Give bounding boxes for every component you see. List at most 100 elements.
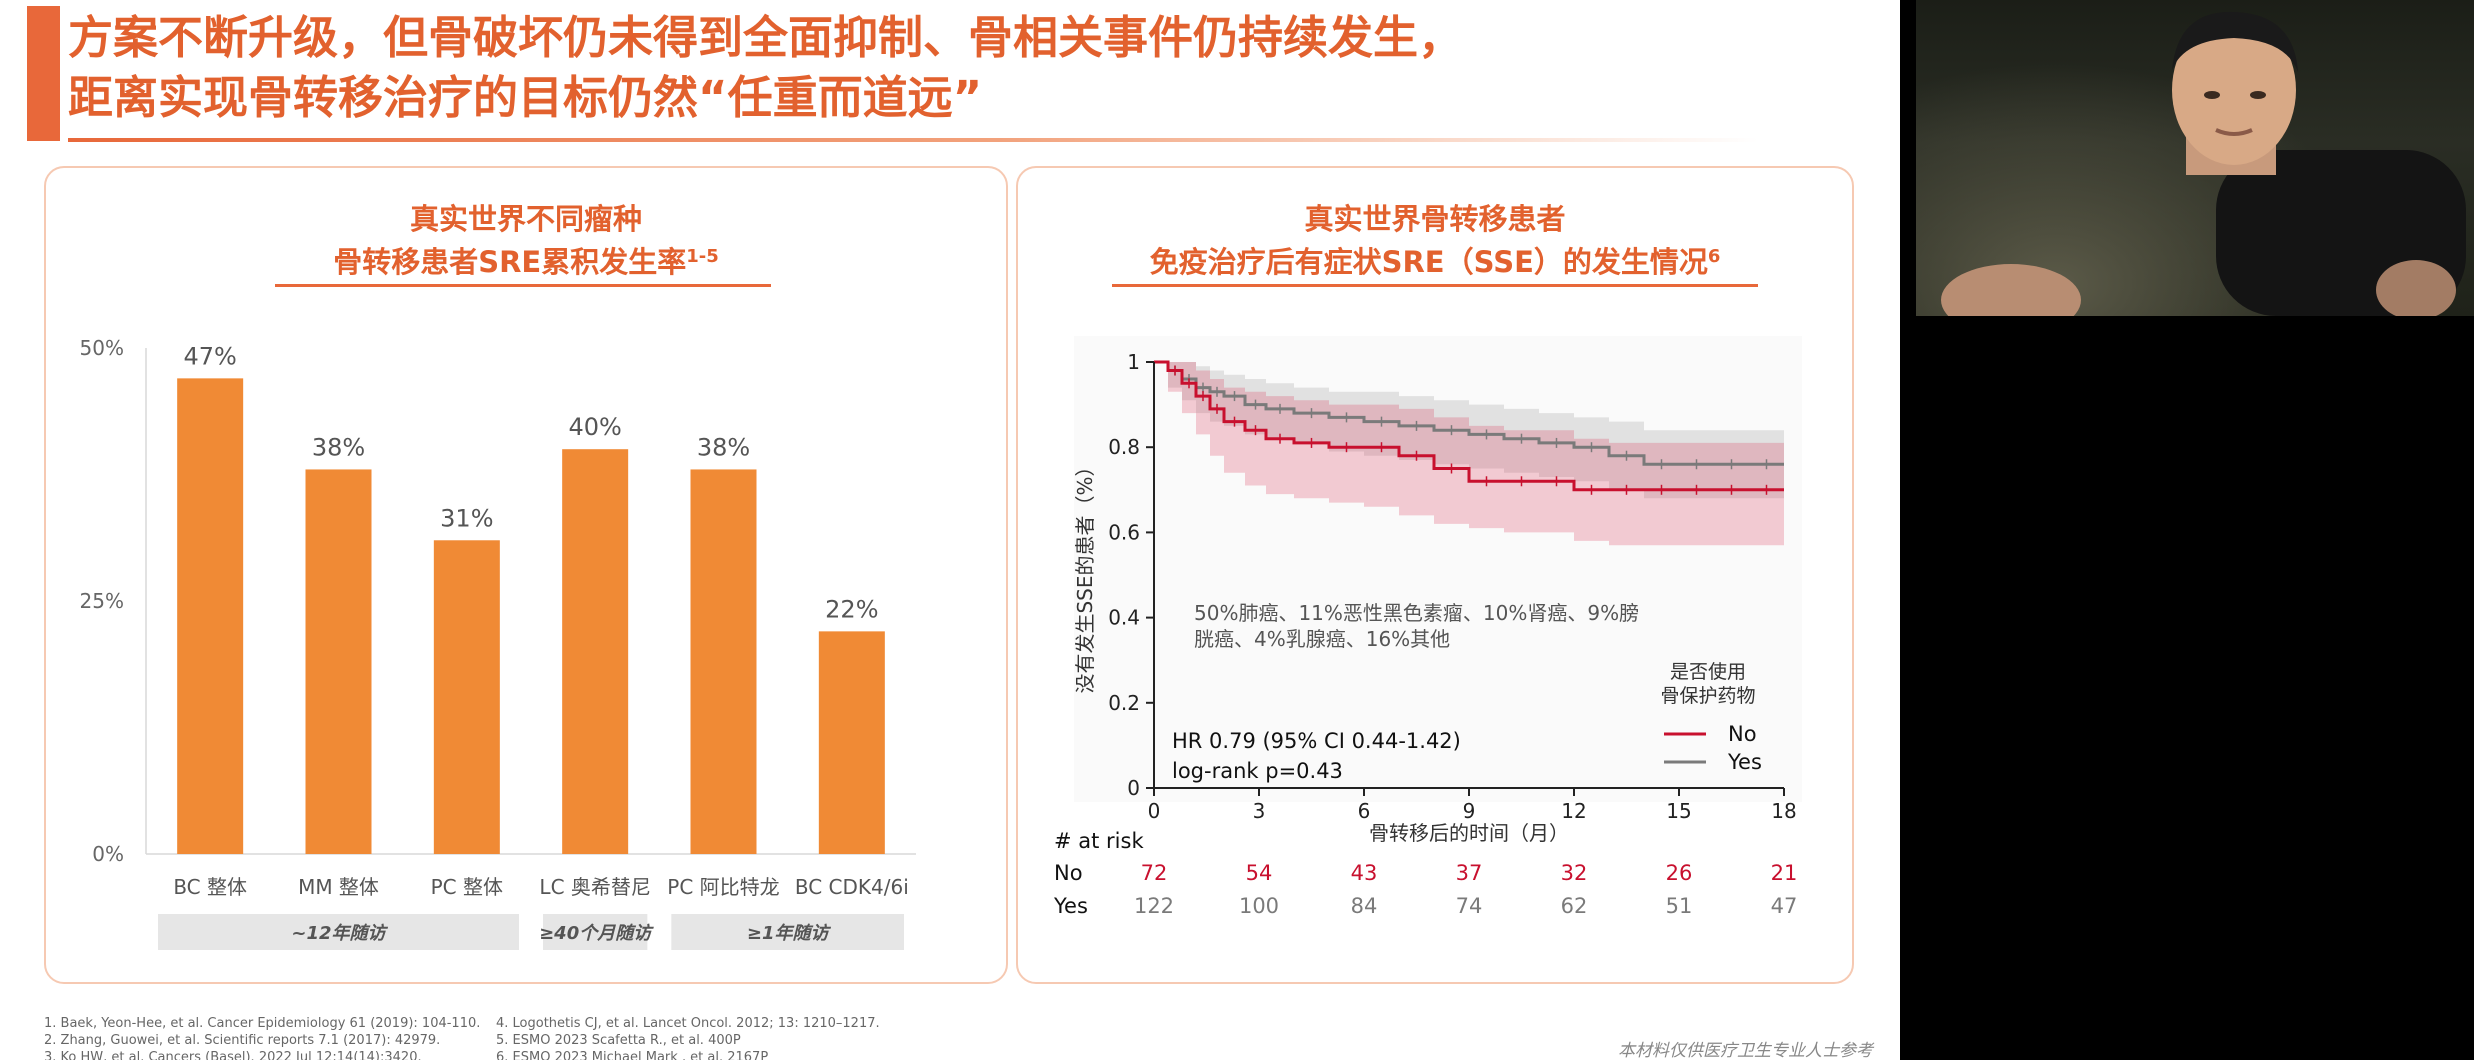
risk-table-cell: 26 (1666, 861, 1693, 885)
bar-value-label: 38% (312, 433, 365, 461)
x-tick-label: 12 (1561, 799, 1586, 823)
left-panel-title-superscript: 1-5 (686, 246, 719, 267)
y-tick-label: 0% (92, 842, 124, 866)
x-tick-label: 6 (1358, 799, 1371, 823)
risk-table-cell: 37 (1456, 861, 1483, 885)
cohort-annotation-line-2: 胱癌、4%乳腺癌、16%其他 (1194, 627, 1450, 651)
right-panel-title-rule (1112, 284, 1758, 287)
y-tick-label: 1 (1127, 350, 1140, 374)
footnote: 5. ESMO 2023 Scafetta R., et al. 400P (496, 1033, 741, 1048)
risk-table-cell: 100 (1239, 894, 1279, 918)
risk-table-cell: 51 (1666, 894, 1693, 918)
risk-table-header: # at risk (1054, 829, 1144, 853)
footnotes-right: 4. Logothetis CJ, et al. Lancet Oncol. 2… (496, 1015, 880, 1060)
bar-value-label: 38% (697, 433, 750, 461)
risk-table-cell: 43 (1351, 861, 1378, 885)
risk-table-row-label: No (1054, 861, 1083, 885)
bar (433, 540, 500, 854)
right-panel-title-line-1: 真实世界骨转移患者 (1304, 202, 1566, 236)
risk-table-cell: 62 (1561, 894, 1588, 918)
sre-bar-chart: 0% 25% 50% 47% BC 整体 38% MM 整体 31% PC 整体 40% LC 奥希… (80, 336, 916, 950)
risk-table-cell: 32 (1561, 861, 1588, 885)
presentation-slide: 方案不断升级，但骨破坏仍未得到全面抑制、骨相关事件仍持续发生， 距离实现骨转移治… (0, 0, 1900, 1060)
plot-background (1074, 336, 1802, 802)
left-panel-title-rule (275, 284, 771, 287)
x-tick-label: BC 整体 (173, 875, 247, 899)
cohort-annotation-line-1: 50%肺癌、11%恶性黑色素瘤、10%肾癌、9%膀 (1194, 601, 1639, 625)
x-tick-label: MM 整体 (298, 875, 379, 899)
footnote: 6. ESMO 2023 Michael Mark , et al. 2167P (496, 1050, 769, 1060)
x-tick-label: LC 奥希替尼 (539, 875, 650, 899)
risk-table-cell: 122 (1134, 894, 1174, 918)
bar-value-label: 47% (183, 342, 236, 370)
footnote: 4. Logothetis CJ, et al. Lancet Oncol. 2… (496, 1016, 880, 1031)
km-line-yes (1154, 360, 1784, 466)
y-tick-label: 0.2 (1108, 691, 1140, 715)
x-tick-label: 3 (1253, 799, 1266, 823)
x-tick-label: 9 (1463, 799, 1476, 823)
right-panel-title-line-2: 免疫治疗后有症状SRE（SSE）的发生情况6 (1018, 238, 1852, 281)
legend-label-no: No (1728, 722, 1757, 746)
bar (690, 469, 757, 854)
km-line-no (1154, 360, 1784, 492)
y-tick-label: 25% (80, 589, 124, 613)
slide-title-line-1: 方案不断升级，但骨破坏仍未得到全面抑制、骨相关事件仍持续发生， (68, 11, 1464, 64)
x-tick-label: 18 (1771, 799, 1796, 823)
presenter-figure (1941, 11, 2466, 316)
y-tick-label: 0 (1127, 776, 1140, 800)
bar (818, 631, 885, 854)
bar (562, 449, 629, 854)
risk-table-cell: 54 (1246, 861, 1273, 885)
legend-label-yes: Yes (1727, 750, 1762, 774)
legend-title-line-1: 是否使用 (1670, 661, 1746, 683)
followup-group-box (158, 914, 519, 950)
left-panel-title-text: 骨转移患者SRE累积发生率 (333, 245, 687, 279)
hazard-ratio-text: HR 0.79 (95% CI 0.44-1.42) (1172, 729, 1461, 753)
followup-group-label: ~12年随访 (291, 923, 388, 944)
left-panel-title-line-2: 骨转移患者SRE累积发生率1-5 (46, 238, 1006, 281)
x-tick-label: BC CDK4/6i (795, 875, 909, 899)
footnote: 3. Ko HW, et al. Cancers (Basel). 2022 J… (44, 1050, 422, 1060)
x-tick-label: 0 (1148, 799, 1161, 823)
slide-title-line-2: 距离实现骨转移治疗的目标仍然“任重而道远” (68, 71, 983, 124)
risk-table-cell: 21 (1771, 861, 1798, 885)
y-tick-label: 50% (80, 336, 124, 360)
footnote: 2. Zhang, Guowei, et al. Scientific repo… (44, 1033, 441, 1048)
risk-table-cell: 72 (1141, 861, 1168, 885)
bar-value-label: 40% (568, 413, 621, 441)
y-tick-label: 0.8 (1108, 435, 1140, 459)
legend-title-line-2: 骨保护药物 (1660, 685, 1755, 707)
risk-table-cell: 47 (1771, 894, 1798, 918)
x-tick-label: PC 整体 (431, 875, 503, 899)
footnote: 1. Baek, Yeon-Hee, et al. Cancer Epidemi… (44, 1016, 481, 1031)
right-panel-title-superscript: 6 (1707, 246, 1721, 267)
y-tick-label: 0.4 (1108, 606, 1140, 630)
title-accent-bar (27, 6, 60, 141)
followup-group-box (671, 914, 904, 950)
left-panel: 真实世界不同瘤种 骨转移患者SRE累积发生率1-5 0% 25% 50% 47% BC … (44, 166, 1008, 984)
km-survival-chart: 0 0.2 0.4 0.6 0.8 1 0 3 6 9 12 15 18 骨转移后的时间（月） 没有发生SS… (1053, 336, 1802, 918)
risk-table-cell: 84 (1351, 894, 1378, 918)
logrank-text: log-rank p=0.43 (1172, 759, 1343, 783)
risk-table-cell: 74 (1456, 894, 1483, 918)
footnotes-left: 1. Baek, Yeon-Hee, et al. Cancer Epidemi… (44, 1015, 480, 1060)
followup-group-label: ≥40个月随访 (539, 923, 654, 944)
bar (177, 378, 244, 854)
bar (305, 469, 372, 854)
x-tick-label: 15 (1666, 799, 1691, 823)
y-axis-label: 没有发生SSE的患者（%） (1073, 456, 1097, 693)
risk-table-row-label: Yes (1053, 894, 1088, 918)
x-tick-label: PC 阿比特龙 (667, 875, 779, 899)
ci-band-no (1154, 362, 1784, 546)
right-panel-title-text: 免疫治疗后有症状SRE（SSE）的发生情况 (1149, 245, 1708, 279)
bar-value-label: 31% (440, 504, 493, 532)
right-panel: 真实世界骨转移患者 免疫治疗后有症状SRE（SSE）的发生情况6 0 0.2 0.4… (1016, 166, 1854, 984)
left-panel-title-line-1: 真实世界不同瘤种 (409, 202, 642, 236)
y-tick-label: 0.6 (1108, 520, 1140, 544)
disclaimer: 本材料仅供医疗卫生专业人士参考 (1618, 1041, 1873, 1060)
title-underline (68, 138, 1758, 142)
x-axis-label: 骨转移后的时间（月） (1369, 821, 1569, 845)
followup-group-label: ≥1年随访 (747, 923, 832, 944)
webcam-video (1916, 0, 2474, 316)
bar-value-label: 22% (825, 595, 878, 623)
